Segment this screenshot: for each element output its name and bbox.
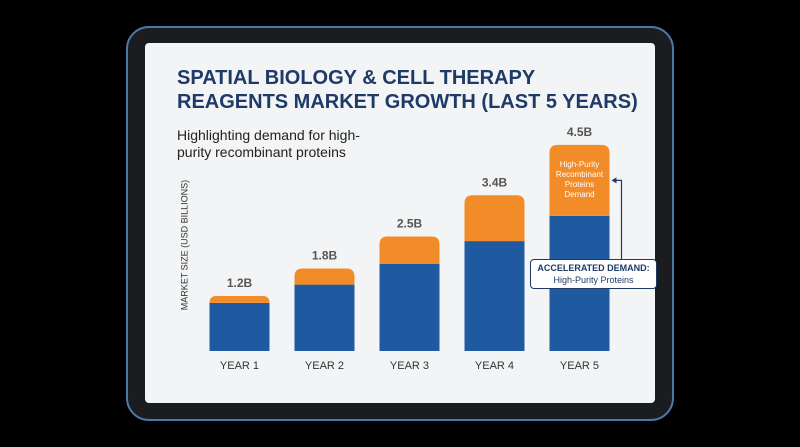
bar-segment (209, 296, 270, 303)
x-tick-label: YEAR 4 (475, 360, 514, 372)
total-label: 1.8B (312, 249, 338, 263)
chart-subtitle: Highlighting demand for high-purity reco… (177, 127, 360, 160)
screen (145, 43, 655, 403)
callout-text: High-Purity Proteins (553, 275, 634, 285)
bar-segment (464, 195, 525, 242)
bar-segment (549, 144, 610, 216)
x-tick-label: YEAR 3 (390, 360, 429, 372)
bar-segment (379, 263, 440, 351)
x-tick-label: YEAR 1 (220, 360, 259, 372)
x-tick-label: YEAR 5 (560, 360, 599, 372)
total-label: 2.5B (397, 217, 423, 231)
total-label: 1.2B (227, 276, 253, 290)
chart-title: SPATIAL BIOLOGY & CELL THERAPY REAGENTS … (177, 67, 638, 113)
callout-title: ACCELERATED DEMAND: (537, 263, 650, 273)
total-label: 3.4B (482, 175, 508, 189)
total-label: 4.5B (567, 125, 593, 139)
callout: ACCELERATED DEMAND: High-Purity Proteins (530, 259, 657, 289)
bar-segment (379, 236, 440, 264)
bar-segment (294, 284, 355, 351)
callout-arrowhead (611, 177, 617, 184)
bar-segment (464, 241, 525, 351)
bar-segment (209, 302, 270, 351)
bar-segment (294, 268, 355, 285)
bar-annotation: High-Purity Recombinant Proteins Demand (555, 160, 604, 200)
y-axis-label: MARKET SIZE (USD BILLIONS) (179, 180, 189, 310)
x-tick-label: YEAR 2 (305, 360, 344, 372)
